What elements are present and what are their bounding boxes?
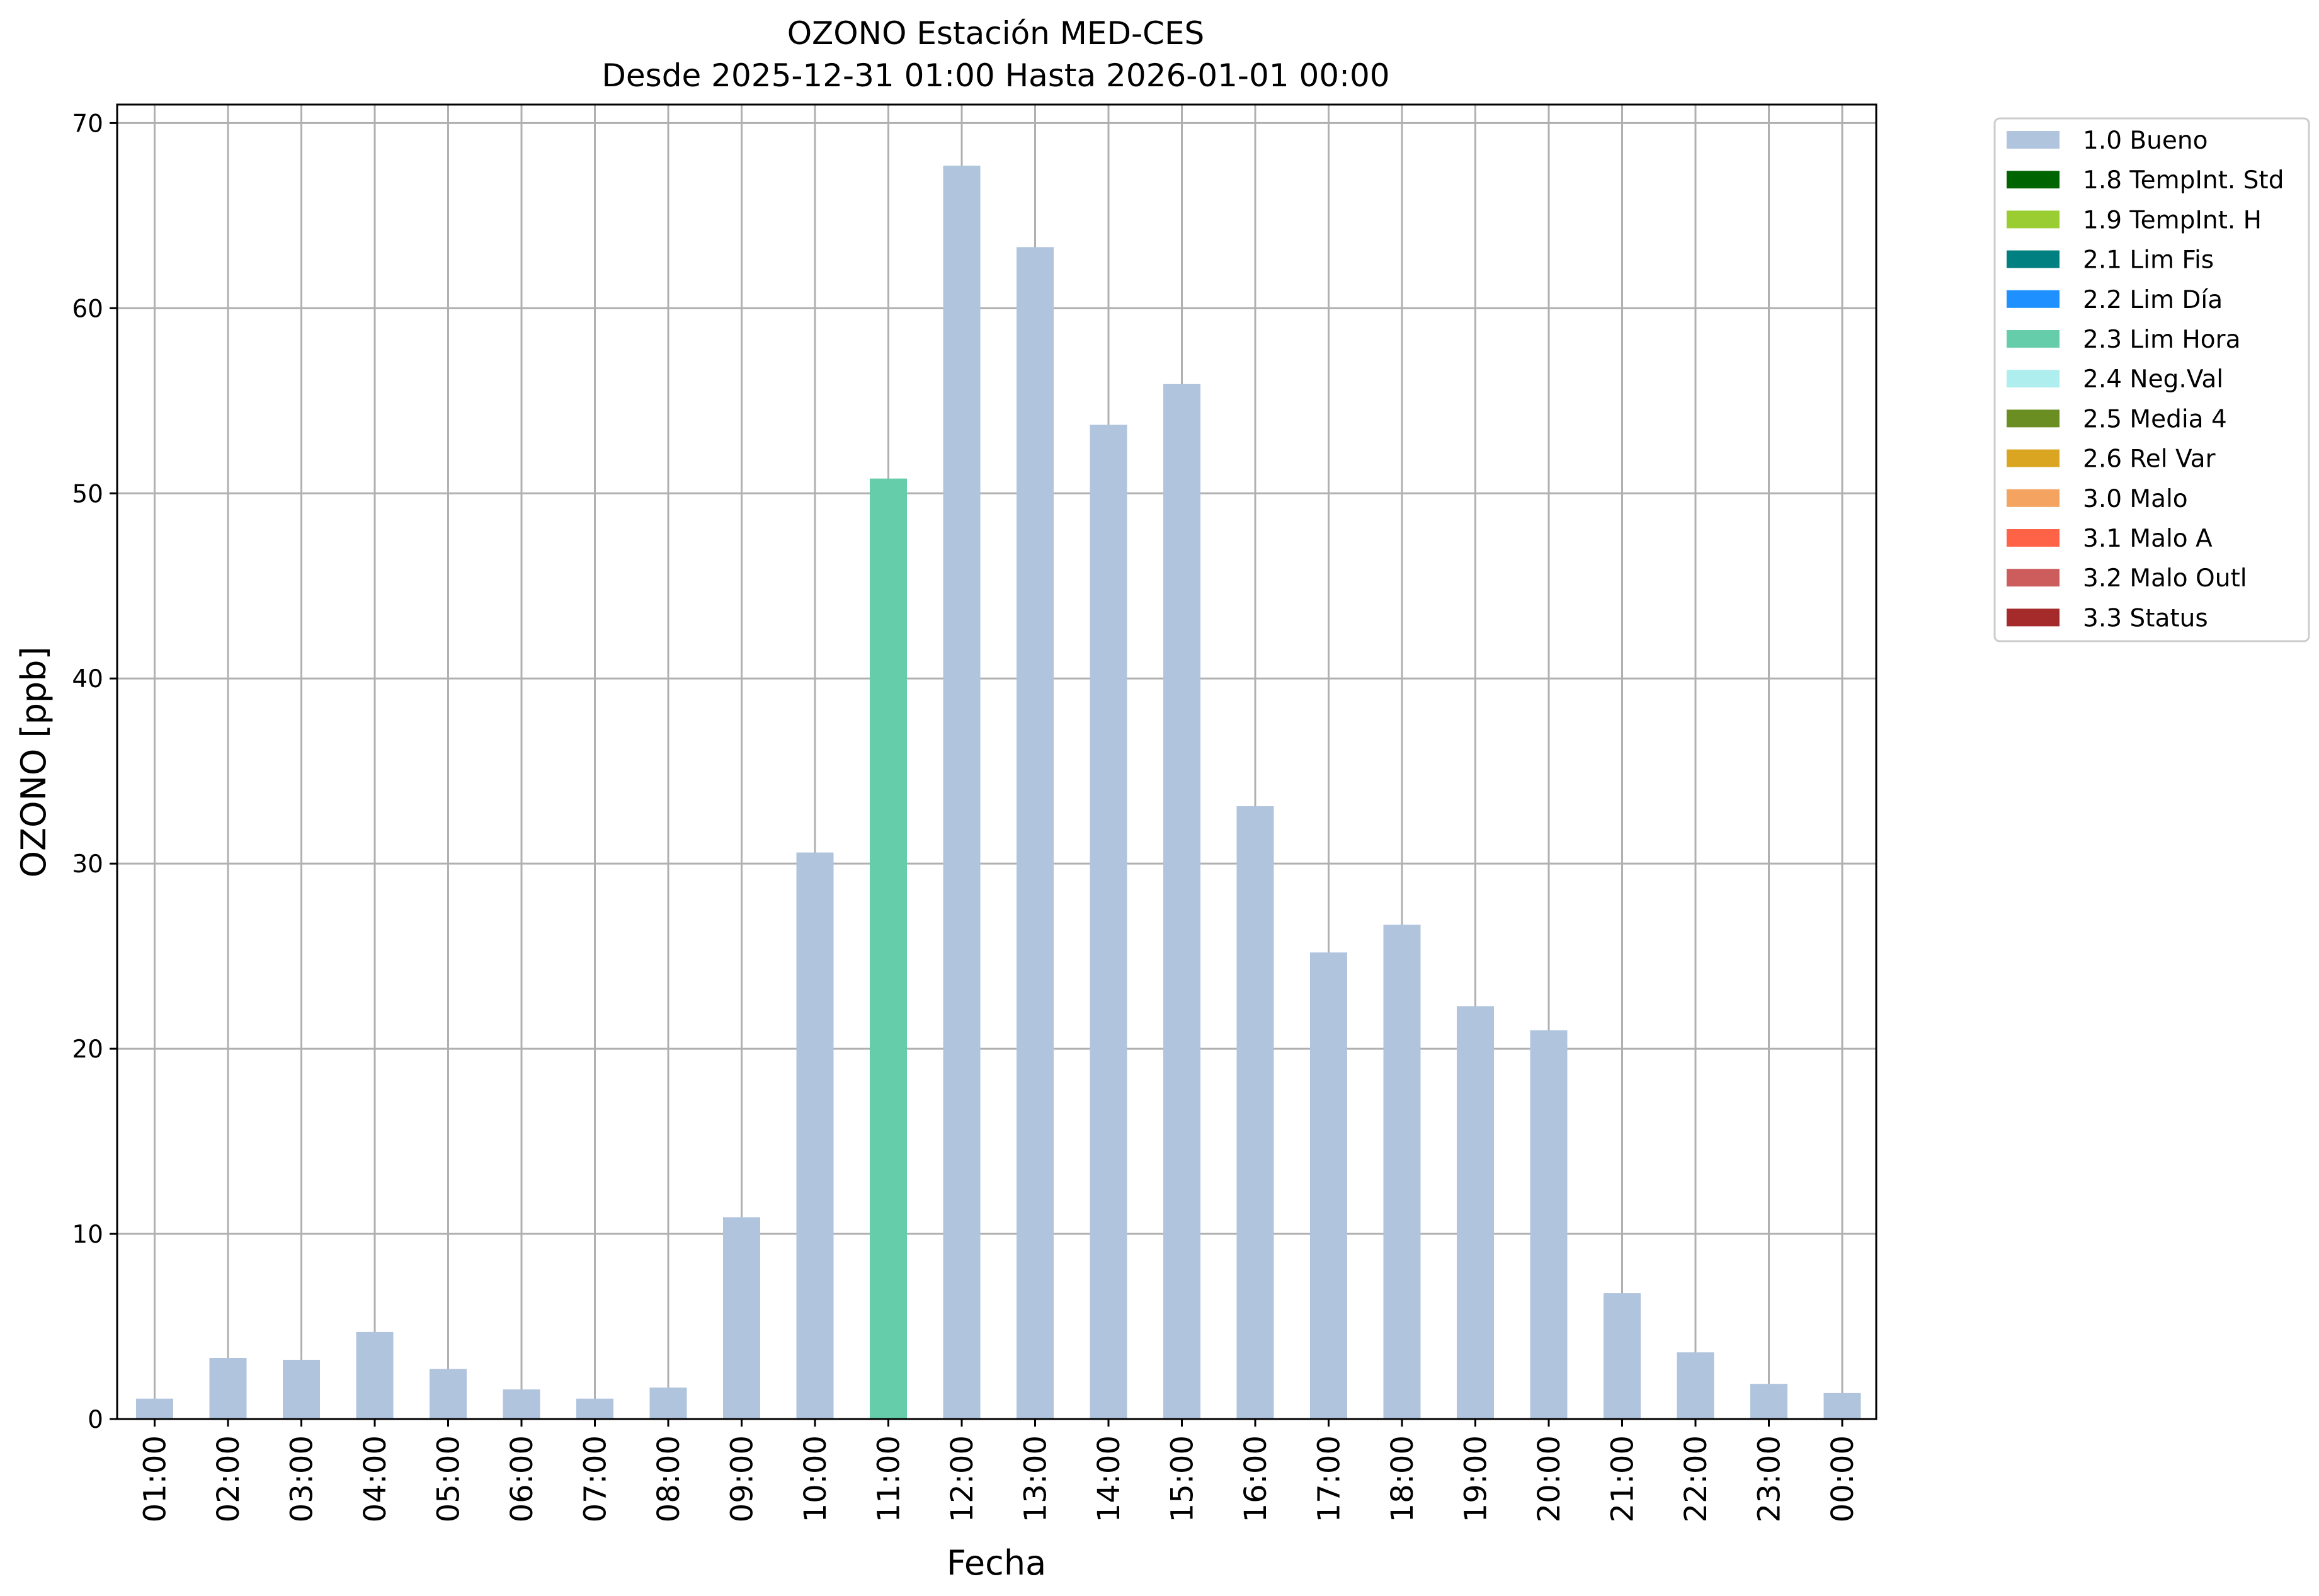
- x-axis-label: Fecha: [947, 1543, 1046, 1583]
- x-tick-label-20: 21:00: [1605, 1435, 1641, 1522]
- bar-0700: [576, 1398, 613, 1419]
- legend: 1.0 Bueno 1.8 TempInt. Std 1.9 TempInt. H 2…: [1993, 117, 2310, 642]
- legend-swatch-0: [2007, 131, 2060, 149]
- x-tick-label-19: 20:00: [1532, 1435, 1567, 1522]
- y-ticks: 0 10 20 30 40 50 60 70: [72, 110, 117, 1434]
- legend-label-10: 3.1 Malo A: [2083, 525, 2213, 553]
- plot-frame: [116, 103, 1877, 1420]
- bar-0200: [209, 1357, 247, 1419]
- x-tick-label-21: 22:00: [1678, 1435, 1714, 1522]
- bar-0500: [430, 1369, 467, 1419]
- grid-lines: [117, 105, 1876, 1420]
- bar-1600: [1236, 806, 1274, 1419]
- x-ticks: 01:00 02:00 03:00 04:00 05:00 06:00 07:00 08:00…: [138, 1419, 1860, 1522]
- legend-label-3: 2.1 Lim Fis: [2083, 246, 2214, 275]
- x-tick-label-16: 17:00: [1312, 1435, 1347, 1522]
- bar-0100: [136, 1398, 173, 1419]
- legend-swatch-6: [2007, 370, 2060, 388]
- x-tick-label-15: 16:00: [1238, 1435, 1273, 1522]
- x-tick-label-22: 23:00: [1752, 1435, 1787, 1522]
- y-tick-label-3: 30: [72, 850, 103, 879]
- legend-label-5: 2.3 Lim Hora: [2083, 326, 2241, 354]
- bar-1200: [943, 166, 981, 1419]
- bar-1900: [1457, 1006, 1494, 1419]
- x-tick-label-5: 06:00: [504, 1435, 540, 1522]
- legend-label-2: 1.9 TempInt. H: [2083, 206, 2262, 234]
- bar-2200: [1677, 1352, 1714, 1419]
- legend-swatch-8: [2007, 449, 2060, 467]
- x-tick-label-2: 03:00: [285, 1435, 320, 1522]
- x-tick-label-10: 11:00: [872, 1435, 907, 1522]
- legend-swatch-4: [2007, 290, 2060, 308]
- legend-label-11: 3.2 Malo Outl: [2083, 564, 2247, 593]
- legend-label-8: 2.6 Rel Var: [2083, 445, 2216, 474]
- bar-1300: [1017, 247, 1054, 1419]
- y-tick-label-1: 10: [72, 1221, 103, 1249]
- bar-1400: [1090, 425, 1127, 1420]
- legend-swatch-11: [2007, 569, 2060, 587]
- bar-2300: [1750, 1384, 1787, 1419]
- bar-0900: [723, 1217, 760, 1419]
- bar-0400: [356, 1331, 394, 1419]
- x-tick-label-7: 08:00: [651, 1435, 687, 1522]
- legend-swatch-2: [2007, 210, 2060, 229]
- x-tick-label-18: 19:00: [1459, 1435, 1494, 1522]
- legend-label-12: 3.3 Status: [2083, 604, 2208, 632]
- x-tick-label-3: 04:00: [358, 1435, 393, 1522]
- x-tick-label-0: 01:00: [138, 1435, 173, 1522]
- bar-2000: [1530, 1030, 1568, 1419]
- x-tick-label-6: 07:00: [578, 1435, 613, 1522]
- x-tick-label-11: 12:00: [945, 1435, 980, 1522]
- bar-1000: [796, 852, 834, 1419]
- x-tick-label-14: 15:00: [1165, 1435, 1200, 1522]
- legend-swatch-12: [2007, 608, 2060, 627]
- bar-0300: [283, 1359, 320, 1419]
- bar-0000: [1823, 1393, 1861, 1419]
- legend-label-6: 2.4 Neg.Val: [2083, 365, 2223, 394]
- x-tick-label-12: 13:00: [1018, 1435, 1054, 1522]
- legend-label-0: 1.0 Bueno: [2083, 127, 2208, 155]
- legend-swatch-5: [2007, 330, 2060, 348]
- legend-swatch-1: [2007, 171, 2060, 189]
- y-tick-label-4: 40: [72, 665, 103, 693]
- bars: [136, 166, 1861, 1420]
- bar-0800: [649, 1388, 687, 1419]
- y-tick-label-5: 50: [72, 480, 103, 508]
- bar-0600: [503, 1389, 540, 1419]
- legend-swatch-10: [2007, 529, 2060, 547]
- bar-1700: [1310, 952, 1347, 1419]
- legend-swatch-7: [2007, 409, 2060, 428]
- y-tick-label-7: 70: [72, 110, 103, 138]
- y-tick-label-2: 20: [72, 1035, 103, 1064]
- chart-title: OZONO Estación MED-CES: [787, 15, 1205, 52]
- y-tick-label-0: 0: [88, 1406, 103, 1434]
- x-tick-label-4: 05:00: [431, 1435, 467, 1522]
- legend-swatch-3: [2007, 250, 2060, 268]
- bar-1500: [1163, 384, 1200, 1419]
- y-axis-label: OZONO [ppb]: [14, 646, 54, 877]
- legend-label-1: 1.8 TempInt. Std: [2083, 166, 2284, 195]
- legend-label-7: 2.5 Media 4: [2083, 405, 2227, 433]
- x-tick-label-13: 14:00: [1091, 1435, 1127, 1522]
- bar-1100: [870, 478, 907, 1420]
- x-tick-label-17: 18:00: [1385, 1435, 1420, 1522]
- legend-label-9: 3.0 Malo: [2083, 485, 2188, 513]
- legend-swatch-9: [2007, 489, 2060, 507]
- bar-1800: [1383, 925, 1421, 1419]
- bar-2100: [1604, 1293, 1641, 1419]
- legend-label-4: 2.2 Lim Día: [2083, 286, 2223, 314]
- chart-subtitle: Desde 2025-12-31 01:00 Hasta 2026-01-01 …: [601, 57, 1389, 94]
- x-tick-label-8: 09:00: [725, 1435, 760, 1522]
- x-tick-label-23: 00:00: [1825, 1435, 1860, 1522]
- legend-frame: [1993, 117, 2310, 642]
- y-tick-label-6: 60: [72, 295, 103, 323]
- x-tick-label-9: 10:00: [798, 1435, 833, 1522]
- x-tick-label-1: 02:00: [211, 1435, 246, 1522]
